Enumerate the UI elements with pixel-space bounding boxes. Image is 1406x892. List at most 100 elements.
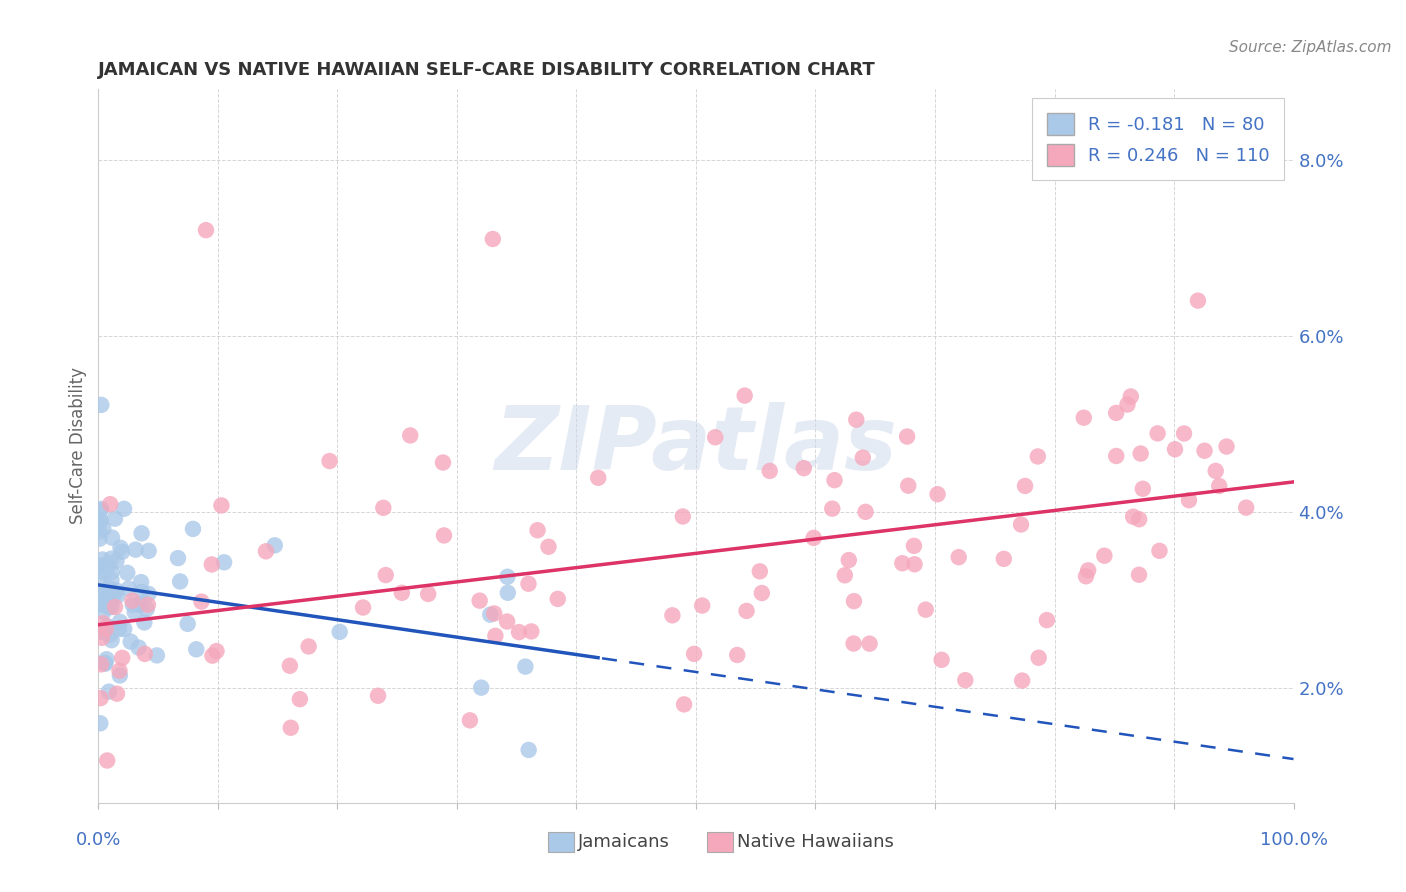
Point bbox=[280, 721, 302, 735]
Point bbox=[131, 526, 153, 541]
Point bbox=[1146, 426, 1168, 441]
Point bbox=[146, 648, 169, 663]
Point bbox=[458, 714, 481, 728]
Point bbox=[1132, 482, 1154, 496]
Point bbox=[1074, 569, 1097, 583]
Point bbox=[181, 522, 204, 536]
Point bbox=[288, 692, 311, 706]
Point bbox=[90, 502, 112, 516]
Point bbox=[104, 599, 127, 614]
Point bbox=[138, 544, 160, 558]
Point bbox=[479, 607, 502, 622]
Point bbox=[195, 223, 218, 237]
Point bbox=[205, 644, 228, 658]
Point bbox=[1173, 426, 1195, 441]
Point bbox=[838, 553, 860, 567]
Point bbox=[735, 604, 758, 618]
Point bbox=[90, 574, 112, 589]
Point bbox=[89, 595, 111, 609]
Point bbox=[124, 542, 146, 557]
Point bbox=[105, 687, 128, 701]
Point bbox=[90, 559, 112, 574]
Point bbox=[110, 541, 132, 555]
Point bbox=[927, 487, 949, 501]
Text: 100.0%: 100.0% bbox=[1260, 831, 1327, 849]
Point bbox=[683, 647, 706, 661]
Point bbox=[432, 456, 454, 470]
Point bbox=[318, 454, 340, 468]
Point bbox=[1028, 650, 1050, 665]
Point bbox=[89, 716, 111, 731]
Point bbox=[93, 521, 115, 535]
Point bbox=[186, 642, 208, 657]
Point bbox=[520, 624, 543, 639]
Point bbox=[1119, 389, 1142, 403]
Point bbox=[100, 551, 122, 566]
Point bbox=[90, 558, 112, 573]
Point bbox=[111, 650, 134, 665]
Point bbox=[1011, 673, 1033, 688]
Point bbox=[855, 505, 877, 519]
Point bbox=[496, 586, 519, 600]
Point bbox=[955, 673, 977, 688]
Point bbox=[1010, 517, 1032, 532]
Point bbox=[418, 587, 440, 601]
Point bbox=[96, 652, 118, 666]
Point bbox=[374, 568, 396, 582]
Point bbox=[897, 478, 920, 492]
Point bbox=[1092, 549, 1115, 563]
Point bbox=[845, 412, 868, 426]
Point bbox=[134, 615, 156, 630]
Point bbox=[90, 631, 112, 645]
Point bbox=[1215, 440, 1237, 454]
Point bbox=[852, 450, 875, 465]
Point bbox=[842, 636, 865, 650]
Point bbox=[834, 568, 856, 582]
Point bbox=[100, 633, 122, 648]
Text: Native Hawaiians: Native Hawaiians bbox=[737, 833, 894, 851]
Point bbox=[136, 598, 159, 612]
Point bbox=[93, 598, 115, 612]
Point bbox=[1122, 509, 1144, 524]
Text: 0.0%: 0.0% bbox=[76, 831, 121, 849]
Point bbox=[118, 582, 141, 596]
Point bbox=[98, 628, 121, 642]
Point bbox=[135, 602, 157, 616]
Point bbox=[748, 565, 770, 579]
Point bbox=[1026, 450, 1049, 464]
Point bbox=[169, 574, 191, 589]
Point bbox=[1187, 293, 1209, 308]
Point bbox=[1129, 446, 1152, 460]
Point bbox=[90, 514, 112, 528]
Point bbox=[367, 689, 389, 703]
Point bbox=[93, 566, 115, 580]
Point bbox=[496, 615, 519, 629]
Point bbox=[93, 605, 115, 619]
Point bbox=[94, 656, 117, 670]
Point bbox=[1116, 398, 1139, 412]
Point bbox=[89, 503, 111, 517]
Point bbox=[537, 540, 560, 554]
Point bbox=[108, 668, 131, 682]
Point bbox=[201, 558, 224, 572]
Y-axis label: Self-Care Disability: Self-Care Disability bbox=[69, 368, 87, 524]
Point bbox=[90, 624, 112, 639]
Point bbox=[104, 511, 127, 525]
Point bbox=[1205, 464, 1227, 478]
Legend: R = -0.181   N = 80, R = 0.246   N = 110: R = -0.181 N = 80, R = 0.246 N = 110 bbox=[1032, 98, 1285, 180]
Point bbox=[97, 684, 120, 698]
Point bbox=[105, 583, 128, 598]
Point bbox=[481, 232, 505, 246]
Point bbox=[993, 552, 1015, 566]
Point bbox=[751, 586, 773, 600]
Point bbox=[373, 500, 395, 515]
Point bbox=[1105, 449, 1128, 463]
Point bbox=[108, 615, 131, 629]
Text: JAMAICAN VS NATIVE HAWAIIAN SELF-CARE DISABILITY CORRELATION CHART: JAMAICAN VS NATIVE HAWAIIAN SELF-CARE DI… bbox=[98, 62, 876, 79]
Point bbox=[96, 619, 118, 633]
Point bbox=[1073, 410, 1095, 425]
Point bbox=[93, 590, 115, 604]
Point bbox=[517, 743, 540, 757]
Point bbox=[190, 594, 212, 608]
Point bbox=[98, 497, 121, 511]
